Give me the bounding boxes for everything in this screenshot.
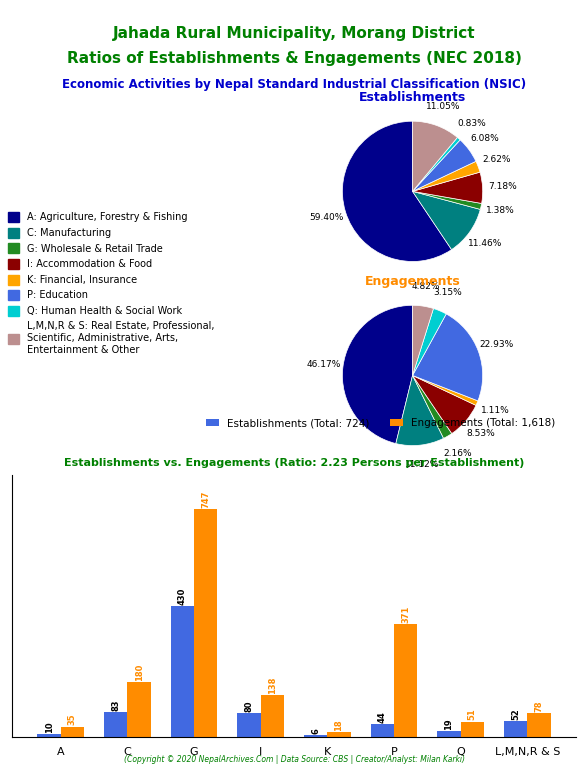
Text: 10: 10 (45, 721, 54, 733)
Text: Economic Activities by Nepal Standard Industrial Classification (NSIC): Economic Activities by Nepal Standard In… (62, 78, 526, 91)
Text: Ratios of Establishments & Engagements (NEC 2018): Ratios of Establishments & Engagements (… (66, 51, 522, 66)
Text: 0.83%: 0.83% (457, 119, 486, 128)
Title: Establishments: Establishments (359, 91, 466, 104)
Wedge shape (413, 172, 483, 204)
Wedge shape (413, 376, 476, 434)
Bar (128, 682, 151, 737)
Text: 371: 371 (401, 605, 410, 623)
Bar (527, 713, 550, 737)
Bar (437, 731, 460, 737)
Text: 19: 19 (445, 719, 453, 730)
Wedge shape (342, 306, 413, 444)
Wedge shape (413, 376, 478, 406)
Text: 51: 51 (468, 709, 477, 720)
Bar (260, 695, 284, 737)
Bar (304, 736, 328, 737)
Bar (460, 722, 484, 737)
Wedge shape (413, 314, 483, 401)
Text: 180: 180 (135, 664, 143, 681)
Wedge shape (342, 121, 452, 261)
Text: 11.12%: 11.12% (405, 460, 439, 469)
Bar (171, 606, 194, 737)
Wedge shape (413, 376, 452, 439)
Text: 11.46%: 11.46% (469, 239, 503, 248)
Text: 18: 18 (335, 719, 343, 730)
Text: 46.17%: 46.17% (306, 360, 340, 369)
Legend: A: Agriculture, Forestry & Fishing, C: Manufacturing, G: Wholesale & Retail Trad: A: Agriculture, Forestry & Fishing, C: M… (5, 209, 218, 358)
Text: 1.11%: 1.11% (480, 406, 509, 415)
Text: 6: 6 (311, 728, 320, 734)
Bar (38, 734, 61, 737)
Text: 35: 35 (68, 713, 77, 725)
Wedge shape (413, 140, 476, 191)
Bar (104, 712, 128, 737)
Bar (61, 727, 84, 737)
Text: 8.53%: 8.53% (466, 429, 495, 439)
Wedge shape (413, 137, 460, 191)
Wedge shape (396, 376, 443, 445)
Text: 2.16%: 2.16% (443, 449, 472, 458)
Wedge shape (413, 191, 480, 250)
Text: (Copyright © 2020 NepalArchives.Com | Data Source: CBS | Creator/Analyst: Milan : (Copyright © 2020 NepalArchives.Com | Da… (123, 755, 465, 764)
Text: 747: 747 (201, 491, 210, 508)
Text: 44: 44 (378, 711, 387, 723)
Text: 7.18%: 7.18% (488, 182, 517, 191)
Text: 430: 430 (178, 588, 187, 604)
Bar (394, 624, 417, 737)
Bar (370, 724, 394, 737)
Wedge shape (413, 161, 480, 191)
Bar (504, 721, 527, 737)
Bar (238, 713, 260, 737)
Text: 52: 52 (511, 708, 520, 720)
Text: 11.05%: 11.05% (426, 102, 460, 111)
Text: 83: 83 (111, 699, 120, 710)
Wedge shape (413, 306, 433, 376)
Title: Engagements: Engagements (365, 275, 460, 288)
Text: 22.93%: 22.93% (480, 340, 514, 349)
Text: Jahada Rural Municipality, Morang District: Jahada Rural Municipality, Morang Distri… (113, 26, 475, 41)
Text: 4.82%: 4.82% (412, 282, 440, 291)
Text: 1.38%: 1.38% (486, 206, 514, 215)
Bar (328, 732, 350, 737)
Wedge shape (413, 309, 446, 376)
Text: 80: 80 (245, 700, 253, 712)
Text: 2.62%: 2.62% (482, 155, 511, 164)
Wedge shape (413, 121, 457, 191)
Title: Establishments vs. Engagements (Ratio: 2.23 Persons per Establishment): Establishments vs. Engagements (Ratio: 2… (64, 458, 524, 468)
Text: 78: 78 (534, 700, 543, 712)
Wedge shape (413, 191, 482, 210)
Text: 6.08%: 6.08% (470, 134, 499, 143)
Text: 138: 138 (268, 677, 277, 694)
Text: 3.15%: 3.15% (433, 288, 462, 297)
Text: 59.40%: 59.40% (309, 213, 344, 222)
Legend: Establishments (Total: 724), Engagements (Total: 1,618): Establishments (Total: 724), Engagements… (202, 414, 560, 432)
Bar (194, 509, 218, 737)
